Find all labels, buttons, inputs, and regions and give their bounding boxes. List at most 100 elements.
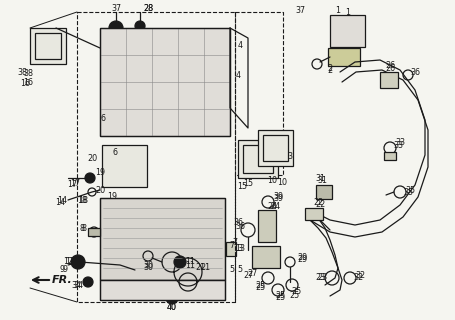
Text: 29: 29 bbox=[297, 255, 307, 265]
Bar bbox=[226, 242, 236, 256]
Text: 40: 40 bbox=[167, 303, 177, 313]
Text: 20: 20 bbox=[95, 186, 105, 195]
Bar bbox=[35, 33, 61, 59]
Bar bbox=[258, 130, 293, 166]
Text: 10: 10 bbox=[277, 178, 287, 187]
Text: 21: 21 bbox=[200, 263, 210, 273]
Circle shape bbox=[166, 292, 178, 304]
Text: 25: 25 bbox=[275, 292, 285, 300]
Text: 24: 24 bbox=[270, 202, 280, 211]
Text: 1: 1 bbox=[335, 5, 340, 14]
Text: 39: 39 bbox=[273, 194, 283, 203]
Text: 33: 33 bbox=[393, 140, 403, 149]
Text: 35: 35 bbox=[405, 186, 415, 195]
Text: 18: 18 bbox=[77, 196, 87, 204]
Text: 24: 24 bbox=[267, 202, 277, 211]
Text: 35: 35 bbox=[403, 188, 413, 196]
Bar bbox=[263, 135, 288, 161]
Text: 25: 25 bbox=[255, 284, 265, 292]
Text: 37: 37 bbox=[111, 4, 121, 12]
Text: 28: 28 bbox=[143, 4, 153, 12]
Text: 31: 31 bbox=[315, 173, 325, 182]
Bar bbox=[88, 228, 100, 236]
Text: 4: 4 bbox=[238, 41, 243, 50]
Bar bbox=[100, 28, 230, 136]
Text: 16: 16 bbox=[23, 77, 33, 86]
Bar bbox=[305, 208, 323, 220]
Text: 26: 26 bbox=[385, 63, 395, 73]
Text: 13: 13 bbox=[233, 244, 243, 252]
Text: 11: 11 bbox=[185, 258, 195, 267]
Bar bbox=[330, 15, 365, 47]
Text: 14: 14 bbox=[55, 197, 65, 206]
Text: 25: 25 bbox=[290, 291, 300, 300]
Text: 28: 28 bbox=[143, 4, 153, 12]
Text: 29: 29 bbox=[297, 253, 307, 262]
Text: 15: 15 bbox=[237, 181, 247, 190]
Text: 20: 20 bbox=[87, 154, 97, 163]
Bar bbox=[102, 145, 147, 187]
Bar bbox=[384, 152, 396, 160]
Text: 21: 21 bbox=[195, 263, 205, 273]
Text: 9: 9 bbox=[60, 266, 65, 275]
Text: 8: 8 bbox=[80, 223, 85, 233]
Bar bbox=[100, 198, 225, 280]
Text: 32: 32 bbox=[355, 270, 365, 279]
Text: 38: 38 bbox=[23, 68, 33, 77]
Text: 37: 37 bbox=[295, 5, 305, 14]
Text: 25: 25 bbox=[255, 281, 265, 290]
Bar bbox=[252, 246, 280, 268]
Circle shape bbox=[83, 277, 93, 287]
Text: 25: 25 bbox=[291, 287, 301, 297]
Text: 7: 7 bbox=[233, 237, 238, 246]
Text: 26: 26 bbox=[385, 60, 395, 69]
Text: 6: 6 bbox=[101, 114, 106, 123]
Text: 25: 25 bbox=[275, 293, 285, 302]
Text: 6: 6 bbox=[112, 148, 117, 156]
Text: 22: 22 bbox=[313, 197, 323, 206]
Bar bbox=[258, 210, 276, 242]
Bar bbox=[100, 280, 225, 300]
Text: 39: 39 bbox=[273, 191, 283, 201]
Text: FR.: FR. bbox=[51, 275, 72, 285]
Text: 30: 30 bbox=[143, 263, 153, 273]
Text: 19: 19 bbox=[95, 167, 105, 177]
Circle shape bbox=[71, 255, 85, 269]
Text: 31: 31 bbox=[317, 175, 327, 185]
Text: 18: 18 bbox=[78, 196, 88, 204]
Text: 34: 34 bbox=[71, 281, 81, 290]
Text: 34: 34 bbox=[73, 281, 83, 290]
Text: 16: 16 bbox=[20, 78, 30, 87]
Bar bbox=[243, 145, 273, 173]
Bar bbox=[328, 48, 360, 66]
Text: 30: 30 bbox=[143, 260, 153, 269]
Text: 7: 7 bbox=[229, 241, 235, 250]
Text: 9: 9 bbox=[62, 266, 67, 275]
Text: 22: 22 bbox=[315, 199, 325, 209]
Text: 17: 17 bbox=[67, 180, 77, 188]
Text: 33: 33 bbox=[395, 138, 405, 147]
Bar bbox=[380, 72, 398, 88]
Text: 12: 12 bbox=[65, 258, 75, 267]
Circle shape bbox=[135, 21, 145, 31]
Circle shape bbox=[174, 256, 186, 268]
Text: 10: 10 bbox=[267, 175, 277, 185]
Text: 2: 2 bbox=[328, 63, 333, 73]
Text: 4: 4 bbox=[236, 70, 241, 79]
Text: 11: 11 bbox=[185, 260, 195, 269]
Text: 38: 38 bbox=[17, 68, 27, 76]
Text: 5: 5 bbox=[229, 266, 235, 275]
Text: 23: 23 bbox=[315, 274, 325, 283]
Text: 13: 13 bbox=[235, 244, 245, 252]
Text: 27: 27 bbox=[247, 269, 257, 278]
Text: 40: 40 bbox=[167, 303, 177, 313]
Bar bbox=[100, 28, 230, 136]
Text: 5: 5 bbox=[238, 266, 243, 275]
Text: 1: 1 bbox=[345, 7, 350, 17]
Text: 36: 36 bbox=[235, 221, 245, 230]
Text: 3: 3 bbox=[288, 151, 293, 161]
Text: 15: 15 bbox=[243, 179, 253, 188]
Bar bbox=[316, 185, 332, 199]
Circle shape bbox=[109, 21, 123, 35]
Circle shape bbox=[85, 173, 95, 183]
